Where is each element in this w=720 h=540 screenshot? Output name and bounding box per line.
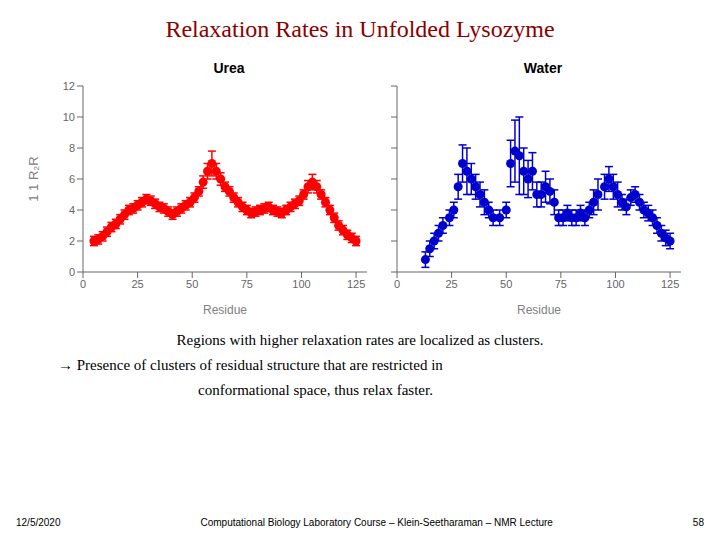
svg-text:25: 25 [445,278,457,290]
svg-text:12: 12 [63,80,75,92]
svg-text:Residue: Residue [203,303,247,317]
html-text:Relaxation Rates in Unfolded L: Relaxation Rates in Unfolded Lysozyme [165,16,555,42]
svg-text:25: 25 [131,278,143,290]
html-text:Regions with higher relaxation: Regions with higher relaxation rates are… [176,332,544,348]
svg-text:0: 0 [69,266,75,278]
svg-text:125: 125 [347,278,365,290]
svg-text:100: 100 [606,278,624,290]
svg-text:75: 75 [241,278,253,290]
svg-text:125: 125 [661,278,679,290]
svg-text:0: 0 [394,278,400,290]
svg-text:10: 10 [63,111,75,123]
svg-text:8: 8 [69,142,75,154]
svg-text:1 1 R₂R: 1 1 R₂R [27,156,41,202]
html-text:conformational space, thus rel: conformational space, thus relax faster. [198,382,433,398]
svg-text:0: 0 [80,278,86,290]
html-text:58: 58 [692,517,704,528]
html-text:Water: Water [523,60,563,76]
svg-text:6: 6 [69,173,75,185]
html-text:Urea: Urea [213,60,245,76]
svg-text:Residue: Residue [517,303,561,317]
svg-text:75: 75 [555,278,567,290]
html-text:Computational Biology Laborato: Computational Biology Laboratory Course … [200,517,553,528]
svg-text:4: 4 [69,204,75,216]
html-text:12/5/2020: 12/5/2020 [16,517,61,528]
svg-text:2: 2 [69,235,75,247]
svg-text:50: 50 [186,278,198,290]
html-text:→ Presence of clusters of resi: → Presence of clusters of residual struc… [58,357,443,373]
svg-text:50: 50 [500,278,512,290]
svg-text:100: 100 [292,278,310,290]
